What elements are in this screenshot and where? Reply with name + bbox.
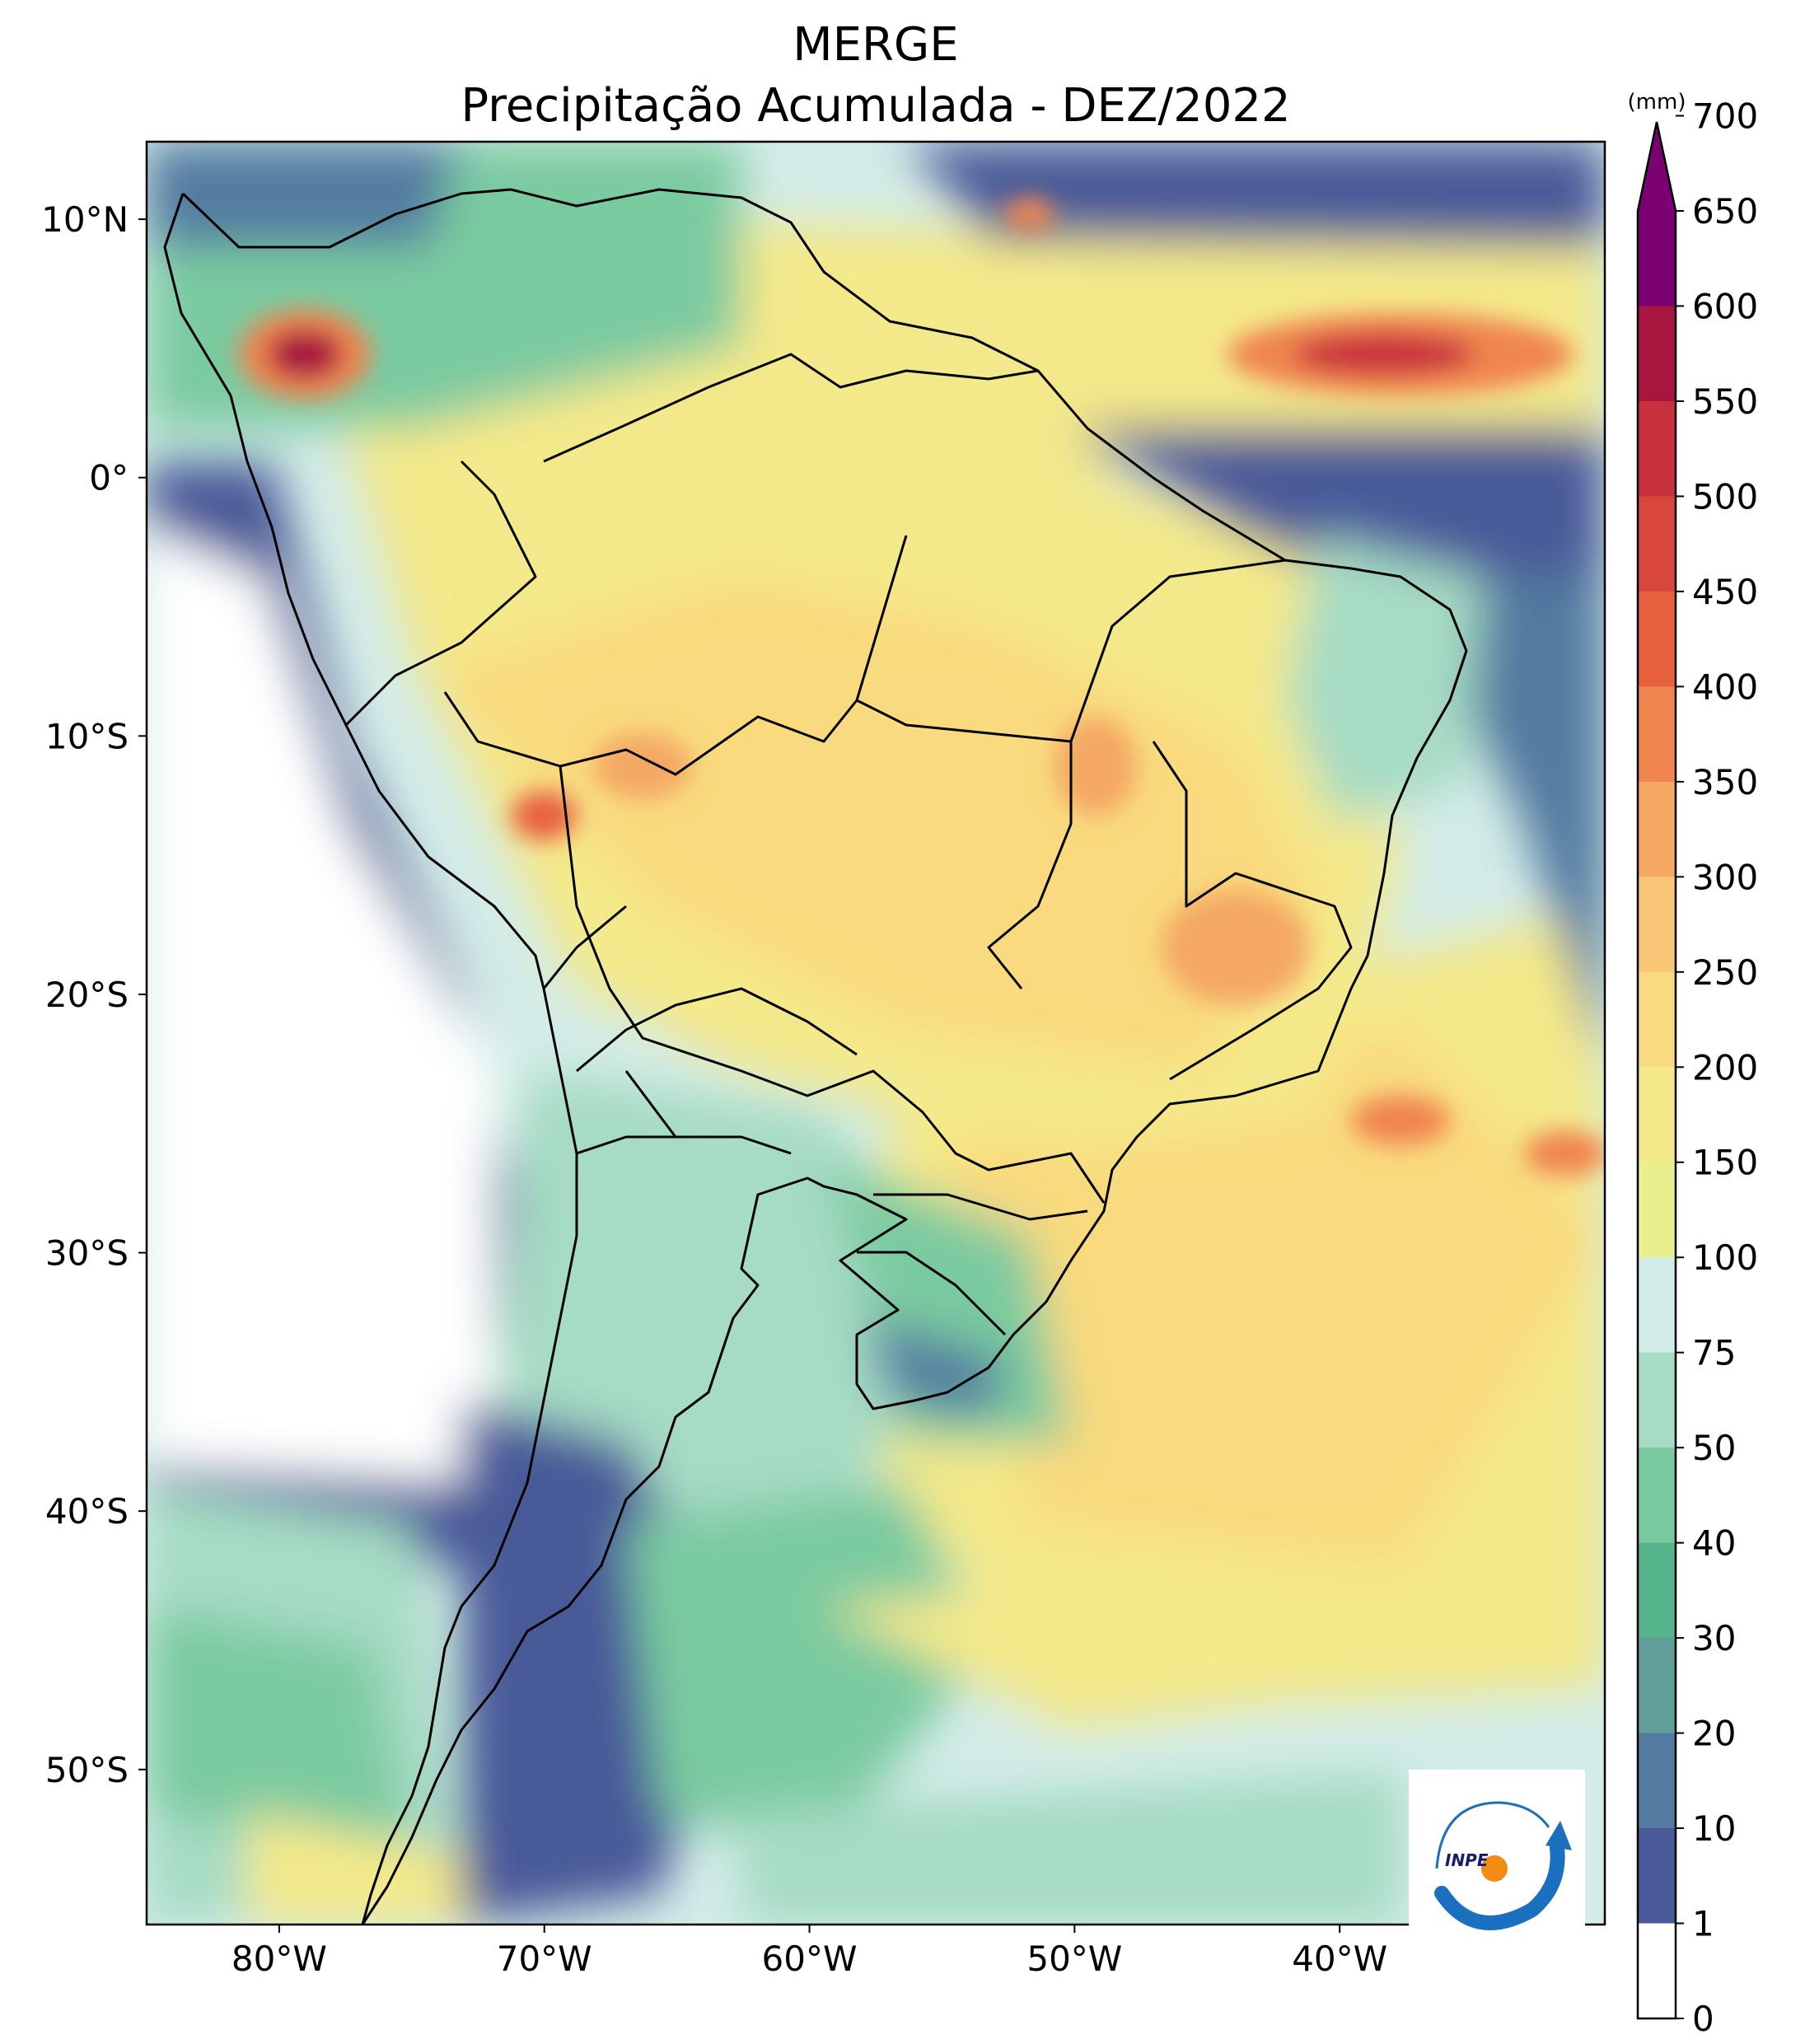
inpe-logo: INPE xyxy=(1409,1770,1585,1944)
country-borders xyxy=(163,188,1468,1925)
colorbar-tick-label: 30 xyxy=(1692,1618,1736,1658)
colorbar-bin xyxy=(1638,1067,1676,1163)
colorbar-extend-arrow xyxy=(1638,122,1676,211)
colorbar-bin xyxy=(1638,1923,1676,2019)
colorbar-tick-label: 250 xyxy=(1692,952,1758,993)
colorbar-tick-label: 50 xyxy=(1692,1428,1736,1468)
colorbar-tick-label: 40 xyxy=(1692,1523,1736,1564)
title-line-1: MERGE xyxy=(793,18,959,72)
colorbar-tick-label: 150 xyxy=(1692,1143,1758,1183)
colorbar-unit-label: (mm) xyxy=(1628,90,1686,115)
lat-tick-label: 50°S xyxy=(45,1750,129,1790)
colorbar-bin xyxy=(1638,1352,1676,1448)
inpe-logo-text: INPE xyxy=(1445,1850,1489,1870)
colorbar-bin xyxy=(1638,1828,1676,1925)
title-line-2: Precipitação Acumulada - DEZ/2022 xyxy=(461,79,1291,133)
lon-tick-label: 50°W xyxy=(1026,1939,1122,1979)
colorbar-tick-label: 400 xyxy=(1692,667,1758,707)
lat-tick-label: 40°S xyxy=(45,1491,129,1532)
colorbar-tick-label: 100 xyxy=(1692,1237,1758,1278)
colorbar-bin xyxy=(1638,496,1676,592)
colorbar-bin xyxy=(1638,1542,1676,1639)
colorbar: 0 1 10 20 30 40 50 75 100 150 200 250 300 350 400 450 50… xyxy=(1628,90,1759,2039)
colorbar-tick-label: 500 xyxy=(1692,476,1758,517)
lat-tick-label: 30°S xyxy=(45,1233,129,1274)
colorbar-bin xyxy=(1638,1448,1676,1544)
colorbar-bin xyxy=(1638,877,1676,973)
colorbar-tick-label: 1 xyxy=(1692,1904,1714,1944)
colorbar-tick-label: 200 xyxy=(1692,1047,1758,1087)
lat-tick-label: 0° xyxy=(89,458,129,498)
colorbar-tick-label: 600 xyxy=(1692,286,1758,326)
colorbar-frame xyxy=(1636,121,1677,2020)
colorbar-bin xyxy=(1638,211,1676,306)
border-brazil xyxy=(543,353,1353,1204)
colorbar-tick-label: 350 xyxy=(1692,762,1758,802)
colorbar-tick-label: 450 xyxy=(1692,572,1758,612)
map-title: MERGE Precipitação Acumulada - DEZ/2022 xyxy=(147,15,1605,137)
lat-tick-label: 20°S xyxy=(45,975,129,1015)
precipitation-field xyxy=(147,142,1605,1925)
border-south xyxy=(576,1135,1088,1336)
coastline xyxy=(181,188,1468,1925)
lon-tick-label: 40°W xyxy=(1292,1939,1387,1979)
colorbar-tick-label: 300 xyxy=(1692,857,1758,897)
colorbar-bin xyxy=(1638,1733,1676,1829)
plot-frame xyxy=(145,140,1606,1926)
colorbar-bin xyxy=(1638,400,1676,497)
colorbar-bin xyxy=(1638,1257,1676,1354)
colorbar-tick-label: 20 xyxy=(1692,1714,1736,1754)
colorbar-tick-label: 0 xyxy=(1692,1999,1714,2039)
colorbar-bin xyxy=(1638,781,1676,877)
coastline-pacific xyxy=(163,193,578,1925)
colorbar-bin xyxy=(1638,1162,1676,1258)
colorbar-bin xyxy=(1638,306,1676,402)
lon-tick-label: 60°W xyxy=(762,1939,858,1979)
lat-tick-label: 10°N xyxy=(41,199,129,240)
colorbar-bin xyxy=(1638,1638,1676,1734)
colorbar-tick-label: 75 xyxy=(1692,1333,1736,1373)
inpe-logo-mark xyxy=(1434,1801,1572,1930)
colorbar-tick-label: 10 xyxy=(1692,1808,1736,1849)
lat-tick-label: 10°S xyxy=(45,716,129,756)
colorbar-bin xyxy=(1638,591,1676,687)
colorbar-tick-label: 550 xyxy=(1692,381,1758,422)
border-andes xyxy=(344,460,858,1155)
colorbar-bin xyxy=(1638,686,1676,783)
colorbar-tick-label: 650 xyxy=(1692,191,1758,232)
colorbar-tick-label: 700 xyxy=(1692,96,1758,137)
colorbar-bin xyxy=(1638,971,1676,1068)
axis-ticks: 80°W 70°W 60°W 50°W 40°W 10°N 0° 10°S 20°S 30°S 40… xyxy=(41,199,1387,1979)
lon-tick-label: 80°W xyxy=(231,1939,327,1979)
lon-tick-label: 70°W xyxy=(497,1939,592,1979)
